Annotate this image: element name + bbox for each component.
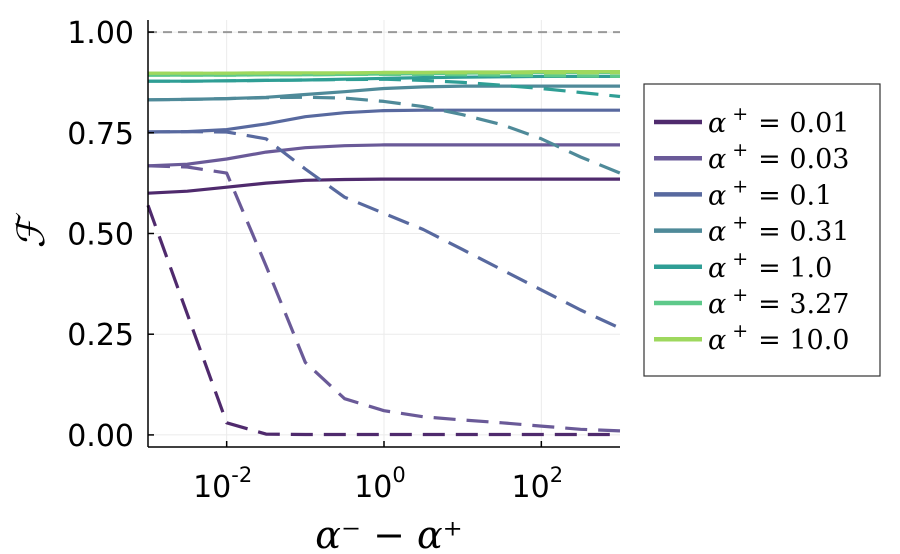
series-4-solid-line [148, 74, 620, 83]
y-tick-label: 0.25 [67, 318, 134, 353]
series-1-dashed-line [147, 164, 621, 433]
series-0-solid-line [147, 177, 620, 195]
legend-alpha: α [708, 289, 726, 320]
legend-alpha: α [708, 108, 726, 139]
legend-superscript: + [732, 103, 748, 125]
series-6-solid-line [148, 70, 620, 75]
y-tick-label: 1.00 [67, 16, 134, 51]
legend-entry: α + = 1.0 [708, 248, 832, 284]
legend-entry: α + = 0.03 [708, 139, 849, 175]
legend-entry: α + = 10.0 [708, 320, 849, 356]
x-tick-label: 100 [354, 463, 406, 505]
legend-entry: α + = 3.27 [708, 284, 849, 320]
series-2-dashed-line [147, 130, 621, 330]
x-axis-label: α⁻ − α⁺ [315, 513, 462, 554]
series-1-solid-line [147, 143, 620, 168]
legend-alpha: α [708, 253, 726, 284]
legend-value: = 0.01 [758, 108, 849, 139]
x-tick-exponent: 2 [550, 463, 563, 487]
legend-superscript: + [732, 248, 748, 270]
legend-superscript: + [732, 284, 748, 306]
x-tick-label: 10-2 [193, 463, 252, 505]
legend-value: = 10.0 [758, 325, 849, 356]
x-tick-exponent: 0 [392, 463, 405, 487]
series-layer [146, 31, 621, 437]
legend-value: = 3.27 [758, 289, 849, 320]
legend-superscript: + [732, 320, 748, 342]
legend: α + = 0.01 α + = 0.03 α + = 0.1 α + = 0.31 α + = 1.0 α +… [643, 83, 881, 377]
series-3-solid-line [147, 84, 620, 102]
x-tick-base: 10 [354, 470, 392, 505]
legend-alpha: α [708, 180, 726, 211]
legend-alpha: α [708, 217, 726, 248]
legend-alpha: α [708, 325, 726, 356]
legend-value: = 0.03 [758, 144, 849, 175]
y-tick-label: 0.00 [67, 419, 134, 454]
legend-entry: α + = 0.1 [708, 175, 832, 211]
legend-superscript: + [732, 175, 748, 197]
series-2-solid-line [147, 108, 620, 134]
y-tick-label: 0.75 [67, 117, 134, 152]
legend-value: = 1.0 [758, 253, 832, 284]
legend-superscript: + [732, 212, 748, 234]
legend-superscript: + [732, 139, 748, 161]
x-tick-base: 10 [512, 470, 550, 505]
grid [148, 20, 620, 447]
x-tick-label: 102 [512, 463, 564, 505]
series-0-dashed-line [146, 204, 620, 437]
x-tick-base: 10 [193, 470, 231, 505]
legend-alpha: α [708, 144, 726, 175]
legend-value: = 0.1 [758, 180, 832, 211]
legend-value: = 0.31 [758, 217, 849, 248]
legend-entry: α + = 0.01 [708, 103, 849, 139]
y-axis-label: ℱ [9, 212, 53, 248]
x-tick-exponent: -2 [231, 463, 252, 487]
y-tick-label: 0.50 [67, 218, 134, 253]
legend-entry: α + = 0.31 [708, 212, 849, 248]
